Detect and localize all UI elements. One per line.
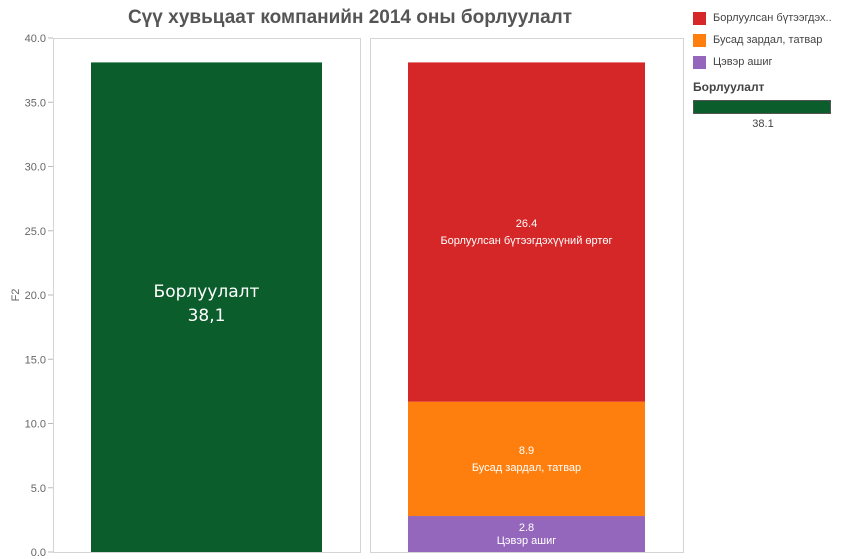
- stack-segment-net-profit: [408, 516, 645, 552]
- legend-swatch-net-profit: [693, 55, 706, 69]
- legend-swatch-other-costs: [693, 33, 706, 47]
- bar-sales-label-value: 38,1: [188, 306, 226, 326]
- y-tick-label-5: 25.0: [25, 226, 46, 238]
- y-tick-label-1: 5.0: [31, 483, 46, 495]
- chart-title: Сүү хувьцаат компанийн 2014 оны борлуула…: [127, 7, 573, 28]
- chart-canvas: 0.0 5.0 10.0 15.0 20.0 25.0 30.0 35.0 40.0 F2 Борл…: [10, 33, 684, 559]
- stack-name-label-net-profit: Цэвэр ашиг: [497, 535, 556, 547]
- legend-item-net-profit[interactable]: Цэвэр ашиг: [693, 54, 843, 70]
- y-tick-label-8: 40.0: [25, 33, 46, 45]
- y-tick-label-3: 15.0: [25, 354, 46, 366]
- y-tick-label-2: 10.0: [25, 419, 46, 431]
- stack-segment-cogs: [408, 62, 645, 402]
- size-legend-bar: [693, 100, 831, 114]
- stack-value-label-cogs: 26.4: [516, 218, 537, 230]
- size-legend-value: 38.1: [752, 118, 774, 130]
- legend-label-net-profit: Цэвэр ашиг: [713, 56, 773, 68]
- y-tick-label-6: 30.0: [25, 162, 46, 174]
- bar-sales: [91, 62, 322, 552]
- stack-name-label-cogs: Борлуулсан бүтээгдэхүүний өртөг: [440, 235, 612, 247]
- stack-segment-other-costs: [408, 401, 645, 517]
- legend-label-other-costs: Бусад зардал, татвар: [713, 34, 823, 46]
- legend-item-other-costs[interactable]: Бусад зардал, татвар: [693, 32, 843, 48]
- size-legend-title: Борлуулалт: [693, 80, 765, 94]
- legend-swatch-cogs: [693, 11, 706, 25]
- y-tick-label-4: 20.0: [25, 290, 46, 302]
- y-tick-label-7: 35.0: [25, 97, 46, 109]
- stack-value-label-other-costs: 8.9: [519, 445, 534, 457]
- legend-item-cogs[interactable]: Борлуулсан бүтээгдэх..: [693, 10, 843, 26]
- stack-value-label-net-profit: 2.8: [519, 522, 534, 534]
- stack-name-label-other-costs: Бусад зардал, татвар: [472, 462, 581, 474]
- legend-label-cogs: Борлуулсан бүтээгдэх..: [713, 12, 832, 24]
- y-tick-label-0: 0.0: [31, 547, 46, 559]
- bar-sales-label-name: Борлуулалт: [154, 282, 260, 302]
- y-axis-title: F2: [10, 289, 22, 302]
- legend: Борлуулсан бүтээгдэх.. Бусад зардал, тат…: [693, 10, 843, 130]
- pane-right-frame: [370, 38, 684, 553]
- pane-left-frame: [53, 38, 361, 553]
